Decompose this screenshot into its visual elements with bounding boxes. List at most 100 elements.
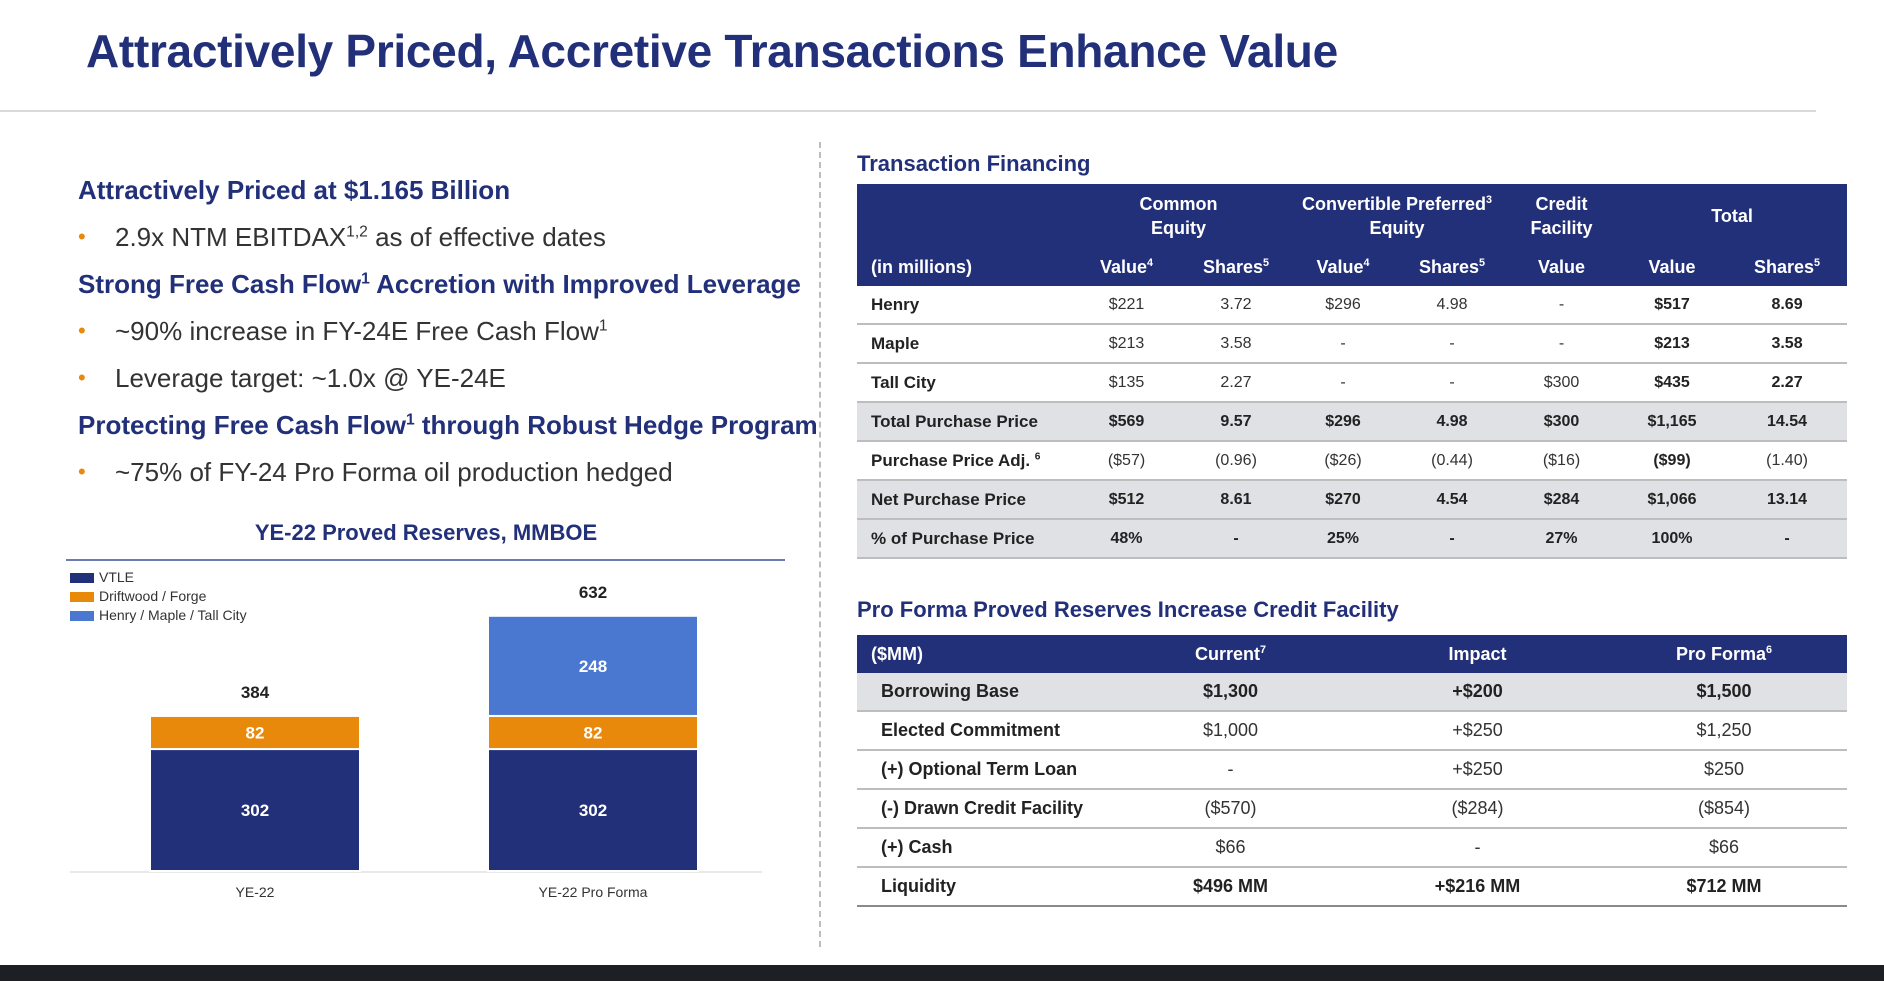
- table-row: % of Purchase Price 48% - 25% - 27% 100%…: [857, 519, 1848, 559]
- header-pro-forma: Pro Forma6: [1601, 635, 1847, 673]
- table-cell: 25%: [1288, 519, 1398, 559]
- proforma-table: ($MM) Current7 Impact Pro Forma6 Borrowi…: [857, 635, 1847, 907]
- table-cell: $435: [1617, 363, 1728, 403]
- table-cell: 8.69: [1727, 286, 1848, 325]
- sub-header: Value4: [1069, 248, 1184, 286]
- table-cell: 3.58: [1184, 324, 1288, 364]
- row-label: Tall City: [857, 363, 1069, 403]
- header-mm: ($MM): [857, 635, 1107, 673]
- proforma-title: Pro Forma Proved Reserves Increase Credi…: [857, 597, 1399, 622]
- table-row: Maple $213 3.58 - - - $213 3.58: [857, 324, 1848, 364]
- table-cell: ($854): [1601, 789, 1847, 829]
- table-cell: -: [1506, 324, 1618, 364]
- table-cell: 4.98: [1398, 286, 1507, 325]
- bar-value-label: 302: [579, 801, 607, 820]
- row-label: (-) Drawn Credit Facility: [857, 789, 1107, 829]
- financing-sub-header-row: (in millions) Value4 Shares5 Value4 Shar…: [857, 248, 1848, 286]
- table-cell: ($16): [1506, 441, 1618, 481]
- table-cell: $1,300: [1107, 673, 1354, 712]
- sub-header: Value4: [1288, 248, 1398, 286]
- table-cell: (1.40): [1727, 441, 1848, 481]
- bar-segment: [149, 748, 361, 872]
- header-convertible-preferred: Convertible Preferred3 Equity: [1288, 184, 1507, 248]
- legend-swatch: [70, 610, 94, 621]
- table-cell: ($99): [1617, 441, 1728, 481]
- sub-header: Value: [1617, 248, 1728, 286]
- header-blank: [857, 184, 1069, 248]
- table-cell: $1,066: [1617, 480, 1728, 520]
- bullet-item-leverage: • Leverage target: ~1.0x @ YE-24E: [78, 358, 778, 405]
- page-title: Attractively Priced, Accretive Transacti…: [86, 25, 1338, 77]
- bar-value-label: 82: [584, 723, 603, 742]
- category-label: YE-22 Pro Forma: [539, 884, 648, 900]
- bullet-item-ebitdax: • 2.9x NTM EBITDAX1,2 as of effective dat…: [78, 217, 778, 264]
- row-label: Elected Commitment: [857, 711, 1107, 751]
- table-cell: $1,165: [1617, 402, 1728, 442]
- legend-item-driftwood: Driftwood / Forge: [70, 587, 247, 606]
- key-points: Attractively Priced at $1.165 Billion • 2…: [78, 170, 818, 499]
- table-cell: ($284): [1354, 789, 1601, 829]
- legend-swatch: [70, 591, 94, 602]
- chart-title-rule: [66, 559, 785, 561]
- table-cell: 8.61: [1184, 480, 1288, 520]
- table-row: Tall City $135 2.27 - - $300 $435 2.27: [857, 363, 1848, 403]
- table-row: Net Purchase Price $512 8.61 $270 4.54 $…: [857, 480, 1848, 520]
- legend-item-henry: Henry / Maple / Tall City: [70, 606, 247, 625]
- table-cell: $1,500: [1601, 673, 1847, 712]
- table-cell: 100%: [1617, 519, 1728, 559]
- bar-value-label: 248: [579, 657, 607, 676]
- table-cell: +$250: [1354, 711, 1601, 751]
- row-label: (+) Cash: [857, 828, 1107, 868]
- bullet-dot: •: [78, 318, 86, 343]
- row-label: Borrowing Base: [857, 673, 1107, 712]
- header-current: Current7: [1107, 635, 1354, 673]
- table-cell: $213: [1617, 324, 1728, 364]
- table-cell: +$200: [1354, 673, 1601, 712]
- row-label: Henry: [857, 286, 1069, 325]
- row-label: Purchase Price Adj. 6: [857, 441, 1069, 481]
- financing-group-header-row: Common Equity Convertible Preferred3 Equit…: [857, 184, 1848, 248]
- table-cell: -: [1398, 363, 1507, 403]
- category-label: YE-22: [236, 884, 275, 900]
- proforma-header-row: ($MM) Current7 Impact Pro Forma6: [857, 635, 1847, 673]
- bottom-bar: [0, 965, 1884, 981]
- table-cell: 3.58: [1727, 324, 1848, 364]
- row-label: Maple: [857, 324, 1069, 364]
- table-cell: $66: [1107, 828, 1354, 868]
- sub-header: Shares5: [1398, 248, 1507, 286]
- table-cell: -: [1288, 363, 1398, 403]
- chart-title: YE-22 Proved Reserves, MMBOE: [254, 520, 598, 545]
- chart-legend: VTLE Driftwood / Forge Henry / Maple / T…: [70, 568, 247, 625]
- bullet-dot: •: [78, 224, 86, 249]
- table-cell: $296: [1288, 286, 1398, 325]
- table-cell: 2.27: [1184, 363, 1288, 403]
- bar-total-label: 384: [241, 683, 270, 702]
- table-cell: 4.98: [1398, 402, 1507, 442]
- header-impact: Impact: [1354, 635, 1601, 673]
- table-cell: $1,250: [1601, 711, 1847, 751]
- table-cell: 2.27: [1727, 363, 1848, 403]
- table-cell: -: [1506, 286, 1618, 325]
- bullet-heading-fcf: Strong Free Cash Flow1 Accretion with Im…: [78, 269, 801, 299]
- table-cell: 3.72: [1184, 286, 1288, 325]
- bullet-dot: •: [78, 365, 86, 390]
- bar-value-label: 302: [241, 801, 269, 820]
- table-cell: $1,000: [1107, 711, 1354, 751]
- table-cell: $221: [1069, 286, 1184, 325]
- bar-segment: [487, 614, 699, 717]
- title-divider: [0, 110, 1816, 112]
- table-cell: 27%: [1506, 519, 1618, 559]
- bullet-item-fcf-increase: • ~90% increase in FY-24E Free Cash Flow1: [78, 311, 778, 358]
- table-cell: $512: [1069, 480, 1184, 520]
- table-cell: -: [1398, 519, 1507, 559]
- table-cell: $496 MM: [1107, 866, 1354, 907]
- reserves-chart: 302 82 384 YE-22 302 82 248 632 YE-22 Pro Forma: [70, 583, 762, 900]
- row-label: % of Purchase Price: [857, 519, 1069, 559]
- bar-segment: [487, 714, 699, 751]
- sub-header: Shares5: [1184, 248, 1288, 286]
- table-cell: $213: [1069, 324, 1184, 364]
- table-cell: ($26): [1288, 441, 1398, 481]
- table-cell: 4.54: [1398, 480, 1507, 520]
- table-cell: $284: [1506, 480, 1618, 520]
- table-cell: $569: [1069, 402, 1184, 442]
